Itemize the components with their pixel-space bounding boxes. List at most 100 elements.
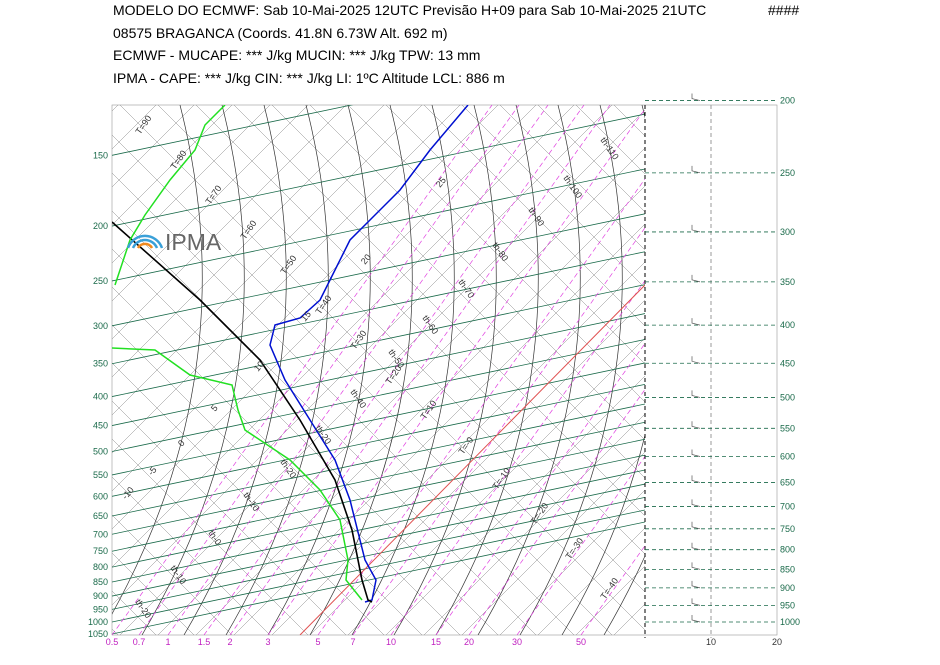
isobar xyxy=(112,313,645,426)
isobar xyxy=(112,469,645,583)
skew-grid xyxy=(804,105,940,635)
adiabat xyxy=(141,105,245,635)
isotherm-label: T=90 xyxy=(133,113,153,136)
pressure-label: 1000 xyxy=(780,617,800,627)
logo-text: IPMA xyxy=(165,229,222,255)
pressure-label: 350 xyxy=(93,359,108,369)
pressure-label: 350 xyxy=(780,277,795,287)
mixing-ratio-line xyxy=(112,105,493,635)
mixing-ratio-label: 7 xyxy=(350,637,355,647)
skew-grid xyxy=(112,514,233,635)
skew-grid xyxy=(119,105,645,631)
skew-grid xyxy=(0,105,42,635)
header-line: MODELO DO ECMWF: Sab 10-Mai-2025 12UTC P… xyxy=(113,2,706,18)
mixing-ratio-label: 50 xyxy=(576,637,586,647)
isobar xyxy=(112,168,645,282)
skew-grid xyxy=(385,375,645,635)
adiabat xyxy=(112,105,203,615)
header-id: #### xyxy=(768,2,799,18)
pressure-label: 600 xyxy=(93,491,108,501)
wind-barb xyxy=(691,356,701,364)
curve-label: 10 xyxy=(252,359,266,373)
adiabat xyxy=(435,105,539,635)
pressure-label: 550 xyxy=(780,423,795,433)
mixing-ratio-line xyxy=(167,105,549,635)
isotherm-label: T=40 xyxy=(313,293,333,316)
wind-speed-label: 10 xyxy=(706,637,716,647)
wind-barb xyxy=(691,318,701,326)
skew-grid xyxy=(652,105,940,635)
isotherm-label: T=30 xyxy=(348,328,368,351)
skew-grid xyxy=(112,105,347,340)
pressure-label: 150 xyxy=(93,150,108,160)
mixing-ratio-label: 1 xyxy=(165,637,170,647)
temperature-profile xyxy=(269,105,469,603)
mixing-ratio-label: 20 xyxy=(464,637,474,647)
skew-grid xyxy=(112,476,271,635)
curve-label: 25 xyxy=(434,175,448,189)
adiabat-label: th-50 xyxy=(386,347,406,370)
wind-barb xyxy=(691,274,701,283)
header-line: 08575 BRAGANCA (Coords. 41.8N 6.73W Alt.… xyxy=(113,25,448,41)
wind-barb xyxy=(691,475,701,483)
wind-barb xyxy=(691,499,701,507)
isobar xyxy=(112,362,645,476)
pressure-label: 850 xyxy=(93,577,108,587)
mixing-ratio-line xyxy=(390,280,645,635)
mixing-ratio-line xyxy=(516,455,645,635)
mixing-ratio-label: 5 xyxy=(315,637,320,647)
pressure-label: 900 xyxy=(93,591,108,601)
skew-grid xyxy=(690,105,940,635)
curve-label: 20 xyxy=(359,252,373,266)
skew-grid xyxy=(575,565,645,635)
parcel-curve xyxy=(112,221,373,603)
wind-barb xyxy=(691,224,701,233)
wind-barb xyxy=(691,615,701,623)
adiabat xyxy=(267,105,371,635)
skew-grid xyxy=(112,324,423,635)
mixing-ratio-label: 10 xyxy=(386,637,396,647)
mixing-ratio-line xyxy=(580,545,645,635)
skew-grid xyxy=(499,105,645,251)
pressure-label: 250 xyxy=(93,276,108,286)
isobar xyxy=(112,251,645,365)
pressure-label: 550 xyxy=(93,470,108,480)
adiabat xyxy=(603,554,645,635)
curve-label: 15 xyxy=(299,309,313,323)
pressure-label: 900 xyxy=(780,583,795,593)
adiabat-label: th-20 xyxy=(313,423,333,446)
skew-grid xyxy=(112,286,461,635)
isobar xyxy=(112,483,645,597)
isotherm-label: T=-20 xyxy=(528,501,550,526)
wind-barb xyxy=(691,390,701,398)
pressure-label: 300 xyxy=(780,227,795,237)
isotherm-label: T=70 xyxy=(203,183,223,206)
curve-label: 5 xyxy=(209,403,220,413)
mixing-ratio-label: 15 xyxy=(431,637,441,647)
pressure-label: 450 xyxy=(780,358,795,368)
pressure-label: 400 xyxy=(93,392,108,402)
pressure-label: 800 xyxy=(93,562,108,572)
mixing-ratio-label: 2 xyxy=(227,637,232,647)
pressure-label: 950 xyxy=(93,604,108,614)
pressure-label: 700 xyxy=(93,529,108,539)
isobar xyxy=(112,421,645,535)
mixing-ratio-label: 0.7 xyxy=(133,637,146,647)
skew-grid xyxy=(157,105,645,593)
skew-grid xyxy=(423,105,645,327)
skew-grid xyxy=(112,134,613,635)
pressure-label: 850 xyxy=(780,564,795,574)
pressure-label: 500 xyxy=(780,392,795,402)
skew-grid xyxy=(880,105,940,635)
skew-grid xyxy=(728,105,940,635)
ipma-logo: IPMA xyxy=(126,229,222,255)
skew-grid xyxy=(112,438,309,635)
isotherm-label: T=50 xyxy=(278,253,298,276)
wind-barb xyxy=(691,580,701,589)
pressure-label: 200 xyxy=(780,96,795,106)
adiabat-label: th-40 xyxy=(348,387,368,410)
isobar xyxy=(112,213,645,327)
skew-grid xyxy=(112,105,423,416)
pressure-label: 400 xyxy=(780,320,795,330)
pressure-label: 750 xyxy=(93,546,108,556)
